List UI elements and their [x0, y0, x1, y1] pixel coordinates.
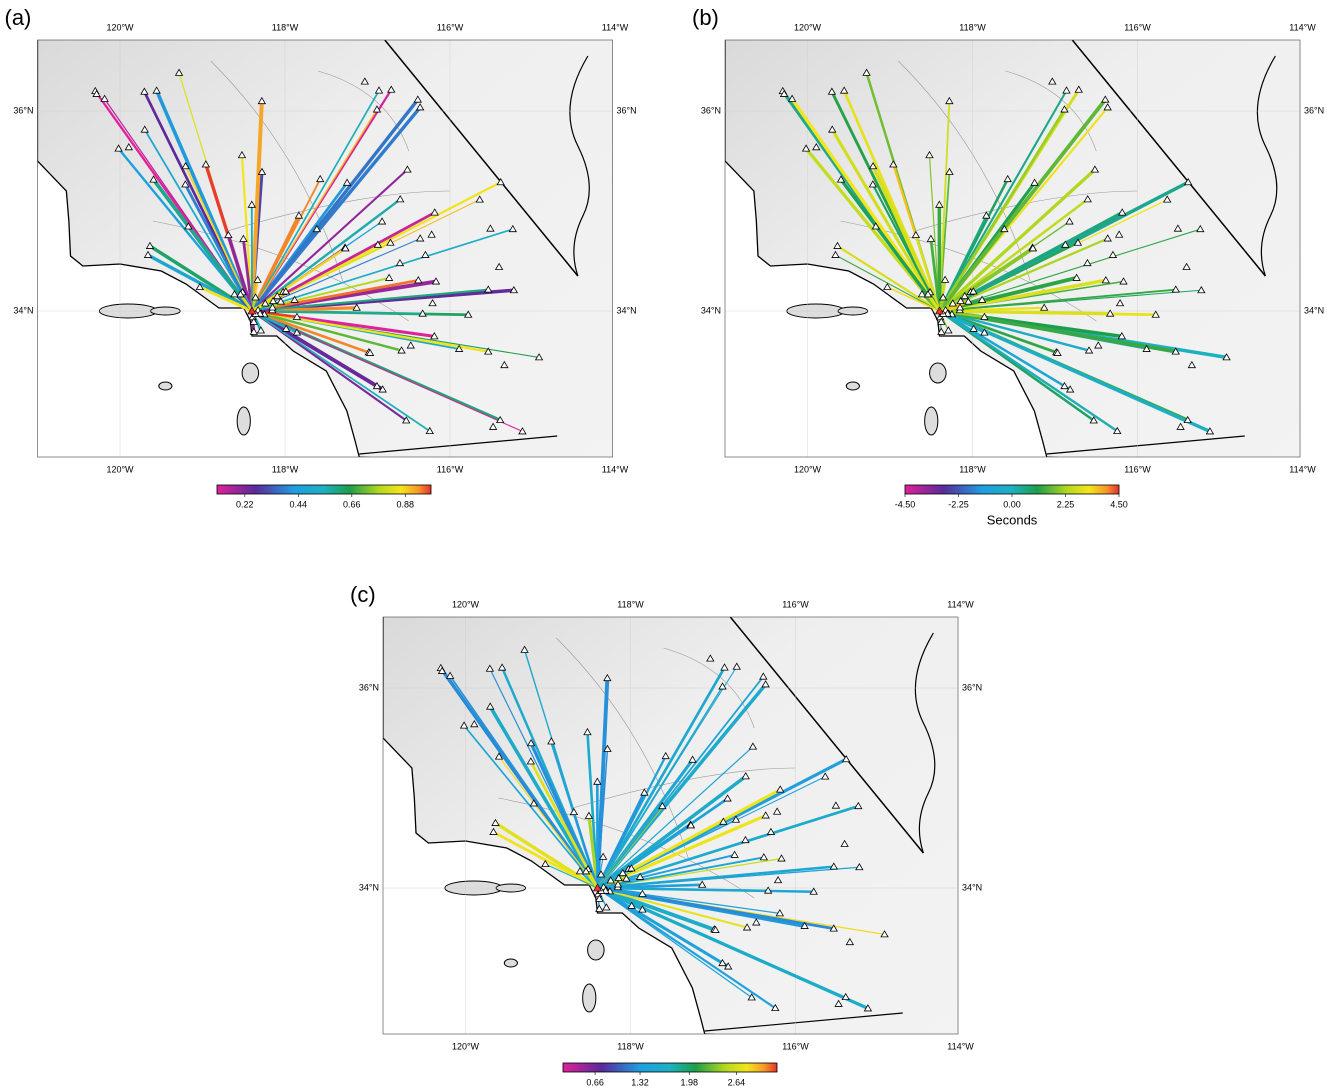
- x-tick-label-bottom: 120°W: [106, 464, 134, 474]
- colorbar-tick-label: -4.50: [895, 499, 916, 509]
- panel-label: (a): [5, 5, 32, 30]
- x-tick-label-top: 120°W: [794, 22, 822, 32]
- figure: 120°W 120°W 118°W 118°W 116°W 116°W 114°W 114°W…: [0, 0, 1342, 1088]
- colorbar: [905, 485, 1119, 494]
- x-tick-label-top: 116°W: [1124, 22, 1151, 32]
- colorbar-tick-label: -2.25: [948, 499, 969, 509]
- colorbar-label: Seconds: [987, 512, 1038, 527]
- x-tick-label-bottom: 120°W: [794, 464, 822, 474]
- x-tick-label-bottom: 118°W: [272, 464, 299, 474]
- x-tick-label-bottom: 120°W: [452, 1041, 480, 1051]
- colorbar: [217, 485, 431, 494]
- island: [583, 984, 596, 1012]
- y-tick-label-right: 34°N: [1304, 305, 1324, 315]
- x-tick-label-top: 120°W: [452, 599, 480, 609]
- x-tick-label-bottom: 116°W: [1124, 464, 1151, 474]
- map-content: [725, 31, 1303, 471]
- x-tick-label-bottom: 118°W: [959, 464, 986, 474]
- map-panel: 120°W 120°W 118°W 118°W 116°W 116°W 114°W 114°W…: [692, 5, 1324, 528]
- y-tick-label-left: 34°N: [359, 882, 379, 892]
- map-content: [38, 31, 616, 471]
- colorbar-tick-label: 1.32: [631, 1077, 649, 1087]
- island: [237, 407, 250, 435]
- y-tick-label-right: 34°N: [962, 882, 982, 892]
- y-tick-label-left: 34°N: [13, 305, 33, 315]
- x-tick-label-bottom: 118°W: [617, 1041, 644, 1051]
- colorbar: [563, 1063, 777, 1072]
- panel-label: (b): [692, 5, 719, 30]
- x-tick-label-top: 116°W: [782, 599, 809, 609]
- island: [504, 959, 517, 967]
- x-tick-label-bottom: 116°W: [782, 1041, 809, 1051]
- island: [242, 363, 259, 383]
- x-tick-label-top: 114°W: [1289, 22, 1316, 32]
- colorbar-tick-label: 4.50: [1110, 499, 1128, 509]
- x-tick-label-bottom: 116°W: [437, 464, 464, 474]
- island: [846, 382, 859, 390]
- y-tick-label-left: 36°N: [359, 682, 379, 692]
- map-panel: 120°W 120°W 118°W 118°W 116°W 116°W 114°W 114°W…: [350, 582, 982, 1088]
- x-tick-label-top: 114°W: [602, 22, 629, 32]
- x-tick-label-top: 118°W: [959, 22, 986, 32]
- colorbar-tick-label: 0.66: [586, 1077, 604, 1087]
- map-content: [383, 608, 961, 1048]
- colorbar-tick-label: 0.88: [397, 499, 415, 509]
- colorbar-tick-label: 2.64: [728, 1077, 746, 1087]
- colorbar-tick-label: 2.25: [1057, 499, 1075, 509]
- x-tick-label-top: 120°W: [106, 22, 134, 32]
- y-tick-label-right: 36°N: [1304, 105, 1324, 115]
- x-tick-label-top: 114°W: [947, 599, 974, 609]
- map-panel: 120°W 120°W 118°W 118°W 116°W 116°W 114°W 114°W…: [5, 5, 637, 510]
- x-tick-label-bottom: 114°W: [1289, 464, 1316, 474]
- colorbar-tick-label: 1.98: [680, 1077, 698, 1087]
- colorbar-tick-label: 0.44: [290, 499, 308, 509]
- x-tick-label-top: 118°W: [272, 22, 299, 32]
- island: [159, 382, 172, 390]
- y-tick-label-left: 34°N: [701, 305, 721, 315]
- x-tick-label-bottom: 114°W: [602, 464, 629, 474]
- colorbar-tick-label: 0.22: [236, 499, 254, 509]
- colorbar-tick-label: 0.66: [343, 499, 361, 509]
- x-tick-label-top: 118°W: [617, 599, 644, 609]
- island: [930, 363, 947, 383]
- y-tick-label-left: 36°N: [701, 105, 721, 115]
- y-tick-label-right: 36°N: [962, 682, 982, 692]
- x-tick-label-bottom: 114°W: [947, 1041, 974, 1051]
- y-tick-label-right: 34°N: [617, 305, 637, 315]
- panel-label: (c): [350, 582, 376, 607]
- colorbar-tick-label: 0.00: [1003, 499, 1021, 509]
- y-tick-label-right: 36°N: [617, 105, 637, 115]
- island: [588, 940, 605, 960]
- x-tick-label-top: 116°W: [437, 22, 464, 32]
- y-tick-label-left: 36°N: [13, 105, 33, 115]
- island: [925, 407, 938, 435]
